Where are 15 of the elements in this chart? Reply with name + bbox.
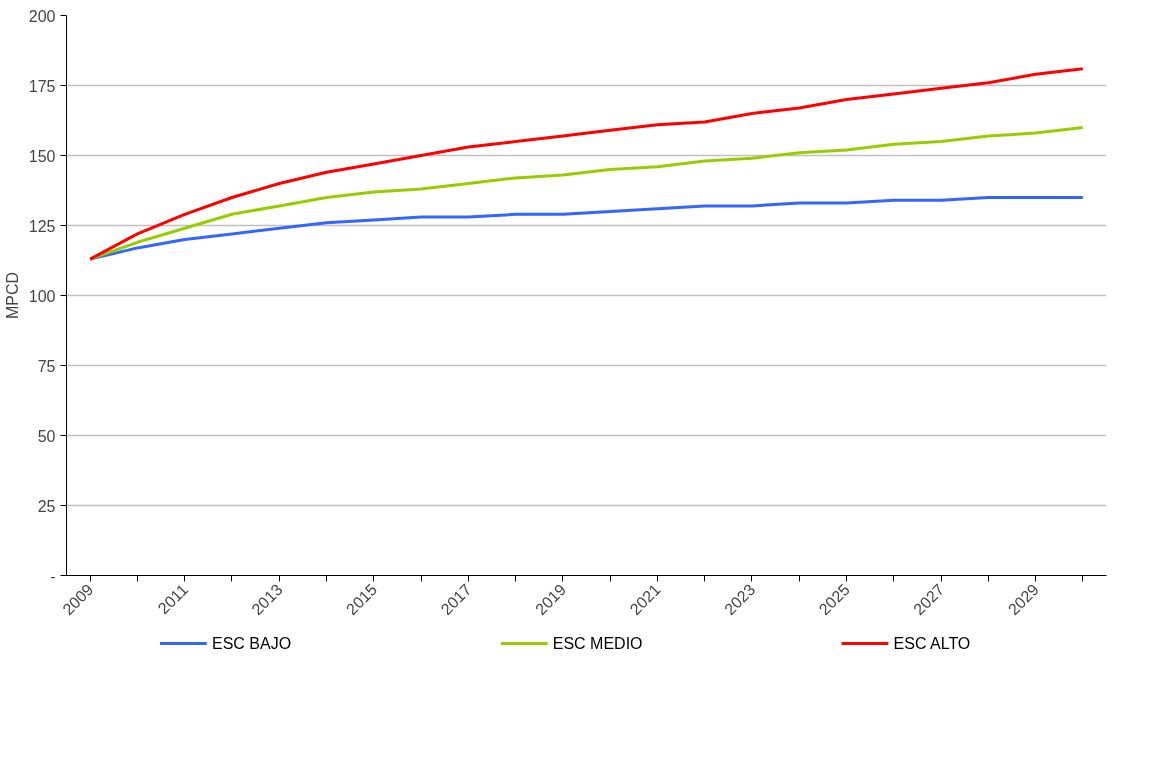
y-tick-label: 75	[37, 357, 56, 375]
legend-label: ESC BAJO	[211, 635, 292, 652]
y-tick-label: 25	[37, 497, 56, 515]
y-tick-label: 150	[28, 147, 56, 165]
y-tick-label: 200	[28, 7, 56, 25]
legend-label: ESC ALTO	[893, 635, 971, 652]
y-tick-label: 50	[37, 427, 56, 445]
y-tick-label: -	[50, 567, 56, 585]
y-axis-title: MPCD	[3, 271, 21, 320]
y-tick-label: 100	[28, 287, 56, 305]
y-tick-label: 175	[28, 77, 56, 95]
line-series	[88, 196, 1085, 261]
line-series	[88, 67, 1085, 261]
legend-label: ESC MEDIO	[552, 635, 643, 652]
y-tick-label: 125	[28, 217, 56, 235]
